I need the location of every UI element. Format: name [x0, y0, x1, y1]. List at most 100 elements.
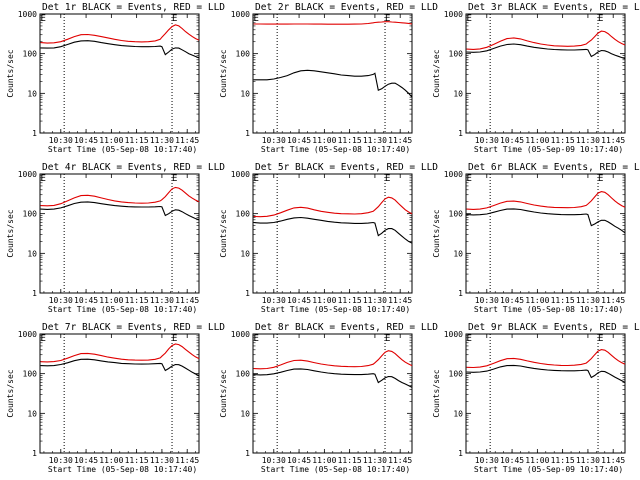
- x-axis-label: Start Time (05-Sep-08 10:17:40): [48, 465, 197, 474]
- x-tick-label: 11:45: [175, 456, 199, 465]
- panel-det-3: Det 3r BLACK = Events, RED = LLD 1 10 100 10…: [432, 2, 640, 154]
- y-tick-label: 1: [245, 129, 250, 138]
- x-tick-label: 11:30: [363, 136, 387, 145]
- y-tick-label: 100: [449, 210, 464, 219]
- x-tick-label: 11:45: [601, 296, 625, 305]
- x-tick-label: 10:30: [475, 136, 499, 145]
- y-tick-label: 10: [27, 89, 37, 98]
- y-axis-label: Counts/sec: [219, 369, 228, 417]
- x-tick-label: 11:15: [338, 456, 362, 465]
- e-marker: E: [385, 174, 390, 184]
- plot-frame: [39, 13, 200, 134]
- x-tick-label: 11:45: [175, 296, 199, 305]
- x-tick-label: 11:15: [551, 456, 575, 465]
- e-marker: E: [41, 334, 46, 344]
- x-tick-label: 10:45: [500, 136, 524, 145]
- y-tick-label: 1000: [444, 10, 463, 19]
- series-events-line: [466, 208, 626, 234]
- y-axis-label: Counts/sec: [432, 369, 441, 417]
- y-tick-label: 100: [449, 50, 464, 59]
- x-tick-label: 10:45: [74, 456, 98, 465]
- series-lld-line: [253, 196, 413, 218]
- panel-det-2: Det 2r BLACK = Events, RED = LLD 1 10 100 10…: [219, 2, 438, 154]
- x-tick-label: 11:15: [125, 456, 149, 465]
- y-tick-label: 10: [240, 89, 250, 98]
- series-events-line: [40, 40, 200, 59]
- x-tick-label: 11:15: [551, 296, 575, 305]
- x-tick-label: 11:30: [150, 296, 174, 305]
- y-tick-label: 100: [236, 50, 251, 59]
- y-tick-label: 10: [27, 409, 37, 418]
- panel-det-9: Det 9r BLACK = Events, RED = LLD 1 10 100 10…: [432, 322, 640, 474]
- x-tick-label: 11:45: [601, 136, 625, 145]
- y-axis-label: Counts/sec: [219, 49, 228, 97]
- panel-det-4: Det 4r BLACK = Events, RED = LLD 1 10 100 10…: [6, 162, 225, 314]
- x-tick-label: 10:45: [500, 296, 524, 305]
- y-axis-label: Counts/sec: [432, 209, 441, 257]
- x-axis-label: Start Time (05-Sep-08 10:17:40): [261, 305, 410, 314]
- x-axis-label: Start Time (05-Sep-08 10:17:40): [474, 305, 623, 314]
- series-lld-line: [40, 24, 200, 44]
- series-lld-line: [466, 30, 626, 50]
- x-axis-label: Start Time (05-Sep-08 10:17:40): [48, 145, 197, 154]
- panel-title: Det 5r BLACK = Events, RED = LLD: [255, 162, 438, 173]
- x-tick-label: 11:30: [363, 456, 387, 465]
- e-marker: E: [598, 14, 603, 24]
- x-tick-label: 11:15: [551, 136, 575, 145]
- panel-title: Det 8r BLACK = Events, RED = LLD: [255, 322, 438, 333]
- x-tick-label: 11:15: [338, 296, 362, 305]
- x-tick-label: 10:45: [74, 136, 98, 145]
- x-tick-label: 11:30: [576, 136, 600, 145]
- plot-frame: [39, 333, 200, 454]
- x-tick-label: 11:45: [388, 456, 412, 465]
- x-tick-label: 11:30: [150, 136, 174, 145]
- x-tick-label: 10:30: [262, 136, 286, 145]
- panel-det-1: Det 1r BLACK = Events, RED = LLD 1 10 100 10…: [6, 2, 225, 154]
- e-marker: E: [467, 174, 472, 184]
- y-tick-label: 1: [458, 449, 463, 458]
- series-events-line: [253, 368, 413, 388]
- e-marker: E: [467, 334, 472, 344]
- panel-title: Det 6r BLACK = Events, RED = LLD: [468, 162, 640, 173]
- x-tick-label: 10:45: [74, 296, 98, 305]
- y-tick-label: 1: [32, 449, 37, 458]
- series-events-line: [253, 216, 413, 244]
- x-tick-label: 10:30: [49, 136, 73, 145]
- y-tick-label: 1000: [444, 170, 463, 179]
- y-tick-label: 1: [245, 289, 250, 298]
- x-tick-label: 11:00: [99, 296, 123, 305]
- x-tick-label: 11:45: [388, 136, 412, 145]
- y-tick-label: 10: [453, 249, 463, 258]
- panel-title: Det 7r BLACK = Events, RED = LLD: [42, 322, 225, 333]
- x-tick-label: 11:15: [338, 136, 362, 145]
- series-lld-line: [40, 186, 200, 207]
- e-marker: E: [467, 14, 472, 24]
- y-tick-label: 100: [23, 370, 38, 379]
- x-tick-label: 11:00: [525, 456, 549, 465]
- plot-frame: [252, 173, 413, 294]
- x-tick-label: 11:00: [312, 296, 336, 305]
- panel-det-8: Det 8r BLACK = Events, RED = LLD 1 10 100 10…: [219, 322, 438, 474]
- series-events-line: [466, 43, 626, 60]
- x-tick-label: 10:45: [500, 456, 524, 465]
- y-tick-label: 1: [245, 449, 250, 458]
- y-axis-label: Counts/sec: [219, 209, 228, 257]
- x-tick-label: 11:00: [99, 136, 123, 145]
- y-tick-label: 1000: [444, 330, 463, 339]
- y-tick-label: 100: [236, 210, 251, 219]
- y-tick-label: 1000: [18, 10, 37, 19]
- y-tick-label: 10: [453, 409, 463, 418]
- e-marker: E: [385, 334, 390, 344]
- e-marker: E: [172, 174, 177, 184]
- y-tick-label: 1000: [231, 330, 250, 339]
- x-tick-label: 11:00: [312, 136, 336, 145]
- x-tick-label: 11:30: [576, 456, 600, 465]
- y-tick-label: 10: [240, 409, 250, 418]
- x-tick-label: 11:00: [312, 456, 336, 465]
- x-axis-label: Start Time (05-Sep-08 10:17:40): [261, 465, 410, 474]
- panel-title: Det 2r BLACK = Events, RED = LLD: [255, 2, 438, 13]
- y-tick-label: 1000: [18, 330, 37, 339]
- x-tick-label: 11:30: [150, 456, 174, 465]
- y-tick-label: 10: [453, 89, 463, 98]
